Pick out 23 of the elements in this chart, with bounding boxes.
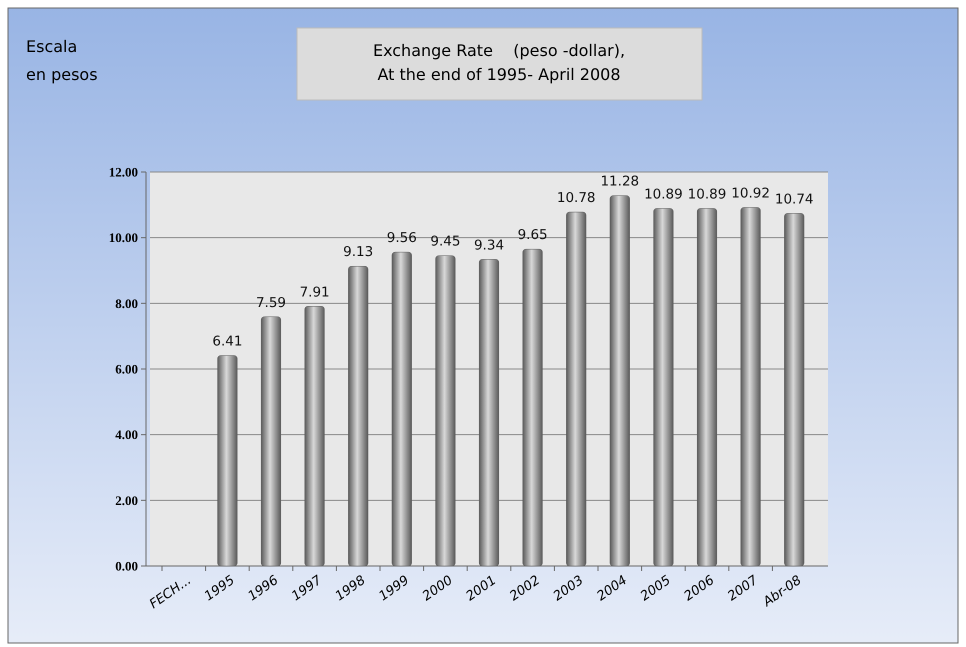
- data-label: 11.28: [600, 174, 640, 190]
- y-tick-label: 8.00: [115, 296, 138, 311]
- text: Escala en pesos: [26, 37, 98, 84]
- data-label: 10.89: [688, 186, 726, 202]
- y-tick-label: 4.00: [115, 427, 138, 442]
- y-tick-label: 2.00: [115, 492, 138, 508]
- y-tick-label: 12.00: [108, 164, 138, 180]
- data-label: 6.41: [212, 334, 242, 350]
- data-label: 9.45: [430, 234, 460, 250]
- data-label: 10.74: [774, 191, 814, 208]
- data-label: 7.59: [256, 294, 286, 311]
- data-label: 9.34: [474, 237, 504, 254]
- data-label: 10.78: [556, 190, 596, 206]
- y-tick-label: 10.00: [108, 230, 138, 246]
- data-label: 10.89: [644, 186, 683, 202]
- data-label: 9.56: [386, 230, 417, 246]
- chart-title: Exchange Rate (peso -dollar), At the end of 1995- April 2008: [372, 41, 626, 84]
- y-tick-label: 0.00: [115, 558, 138, 574]
- y-tick-label: 6.00: [115, 362, 138, 377]
- data-label: 9.65: [518, 227, 548, 244]
- data-label: 9.13: [343, 244, 374, 260]
- data-label: 10.92: [731, 185, 770, 202]
- data-label: 7.91: [300, 284, 330, 300]
